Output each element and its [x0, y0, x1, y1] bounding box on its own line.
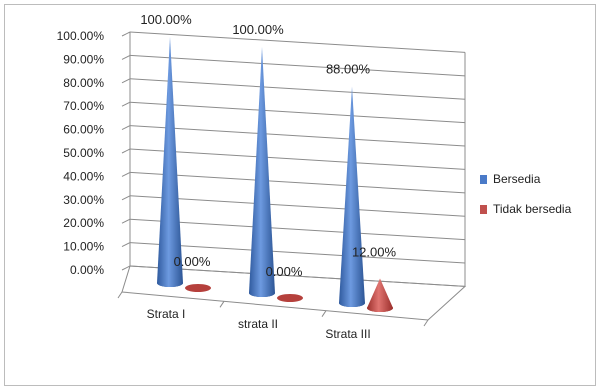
- legend-swatch: [480, 175, 487, 184]
- axis-tick-mark: [121, 101, 131, 107]
- axis-tick-mark: [121, 78, 131, 84]
- axis-tick-mark: [121, 54, 131, 60]
- gridline: [129, 101, 466, 124]
- cone-tidak-bersedia: [367, 278, 393, 312]
- data-label-bersedia: 100.00%: [140, 12, 192, 27]
- y-tick-label: 20.00%: [63, 216, 104, 230]
- y-tick-label: 100.00%: [57, 29, 105, 43]
- cone-bersedia: [339, 86, 365, 308]
- gridline: [129, 242, 466, 264]
- axis-tick-mark: [121, 148, 131, 154]
- category-label: Strata I: [147, 307, 186, 321]
- gridline: [129, 195, 466, 217]
- category-label: Strata III: [325, 327, 370, 341]
- legend-swatch: [480, 205, 487, 214]
- gridline: [129, 148, 466, 170]
- y-tick-label: 50.00%: [63, 146, 104, 160]
- gridline: [129, 54, 466, 77]
- y-tick-label: 70.00%: [63, 99, 104, 113]
- y-tick-label: 80.00%: [63, 76, 104, 90]
- gridline: [129, 171, 466, 194]
- category-label: strata II: [238, 317, 278, 331]
- y-tick-label: 90.00%: [63, 52, 104, 66]
- data-label-tidak-bersedia: 0.00%: [174, 254, 211, 269]
- cone-tidak-bersedia: [185, 284, 211, 292]
- gridline: [129, 78, 466, 100]
- data-label-tidak-bersedia: 12.00%: [352, 244, 397, 259]
- x-tick-mark: [219, 301, 225, 308]
- legend-label: Tidak bersedia: [493, 202, 572, 216]
- axis-tick-mark: [121, 125, 131, 131]
- gridline: [129, 31, 466, 53]
- y-tick-label: 40.00%: [63, 169, 104, 183]
- data-label-bersedia: 100.00%: [232, 22, 284, 37]
- y-tick-label: 10.00%: [63, 240, 104, 254]
- axis-tick-mark: [121, 265, 131, 271]
- data-label-bersedia: 88.00%: [326, 62, 371, 77]
- cone-bersedia: [249, 47, 275, 297]
- data-label-tidak-bersedia: 0.00%: [266, 264, 303, 279]
- axis-tick-mark: [121, 218, 131, 224]
- axis-tick-mark: [121, 242, 131, 248]
- y-tick-label: 60.00%: [63, 123, 104, 137]
- gridline: [129, 125, 466, 147]
- axis-tick-mark: [121, 171, 131, 177]
- axis-tick-mark: [121, 195, 131, 201]
- chart-frame: [4, 4, 596, 386]
- x-tick-mark: [117, 291, 123, 299]
- y-tick-label: 30.00%: [63, 193, 104, 207]
- axis-tick-mark: [121, 31, 131, 37]
- x-tick-mark: [423, 319, 429, 327]
- legend-label: Bersedia: [493, 172, 541, 186]
- cone-tidak-bersedia: [277, 294, 303, 302]
- x-tick-mark: [321, 310, 327, 317]
- cone-bersedia: [157, 37, 183, 287]
- gridline: [129, 218, 466, 241]
- y-tick-label: 0.00%: [70, 263, 104, 277]
